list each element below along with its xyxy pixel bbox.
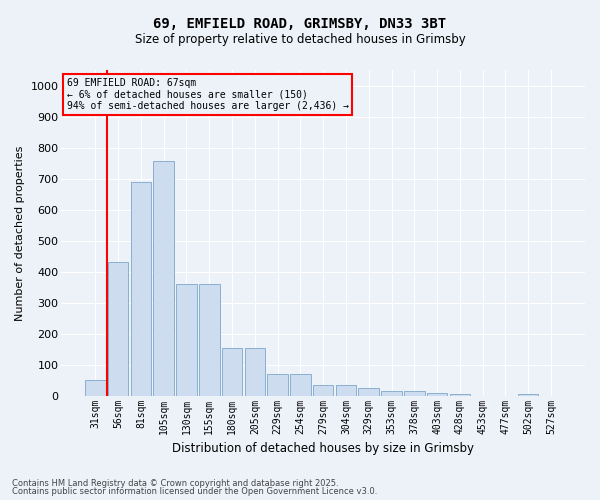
Bar	[381, 391, 402, 396]
Bar	[313, 385, 334, 396]
Bar	[404, 391, 425, 396]
Bar	[518, 394, 538, 396]
Bar	[222, 348, 242, 396]
Bar	[427, 392, 448, 396]
Text: 69, EMFIELD ROAD, GRIMSBY, DN33 3BT: 69, EMFIELD ROAD, GRIMSBY, DN33 3BT	[154, 18, 446, 32]
Y-axis label: Number of detached properties: Number of detached properties	[15, 145, 25, 320]
Bar	[358, 388, 379, 396]
Text: Size of property relative to detached houses in Grimsby: Size of property relative to detached ho…	[134, 32, 466, 46]
Bar	[176, 284, 197, 396]
Text: Contains HM Land Registry data © Crown copyright and database right 2025.: Contains HM Land Registry data © Crown c…	[12, 478, 338, 488]
Bar	[290, 374, 311, 396]
Text: 69 EMFIELD ROAD: 67sqm
← 6% of detached houses are smaller (150)
94% of semi-det: 69 EMFIELD ROAD: 67sqm ← 6% of detached …	[67, 78, 349, 112]
Bar	[268, 374, 288, 396]
Bar	[154, 162, 174, 396]
Bar	[449, 394, 470, 396]
Text: Contains public sector information licensed under the Open Government Licence v3: Contains public sector information licen…	[12, 487, 377, 496]
Bar	[85, 380, 106, 396]
Bar	[335, 385, 356, 396]
X-axis label: Distribution of detached houses by size in Grimsby: Distribution of detached houses by size …	[172, 442, 474, 455]
Bar	[199, 284, 220, 396]
Bar	[131, 182, 151, 396]
Bar	[108, 262, 128, 396]
Bar	[245, 348, 265, 396]
